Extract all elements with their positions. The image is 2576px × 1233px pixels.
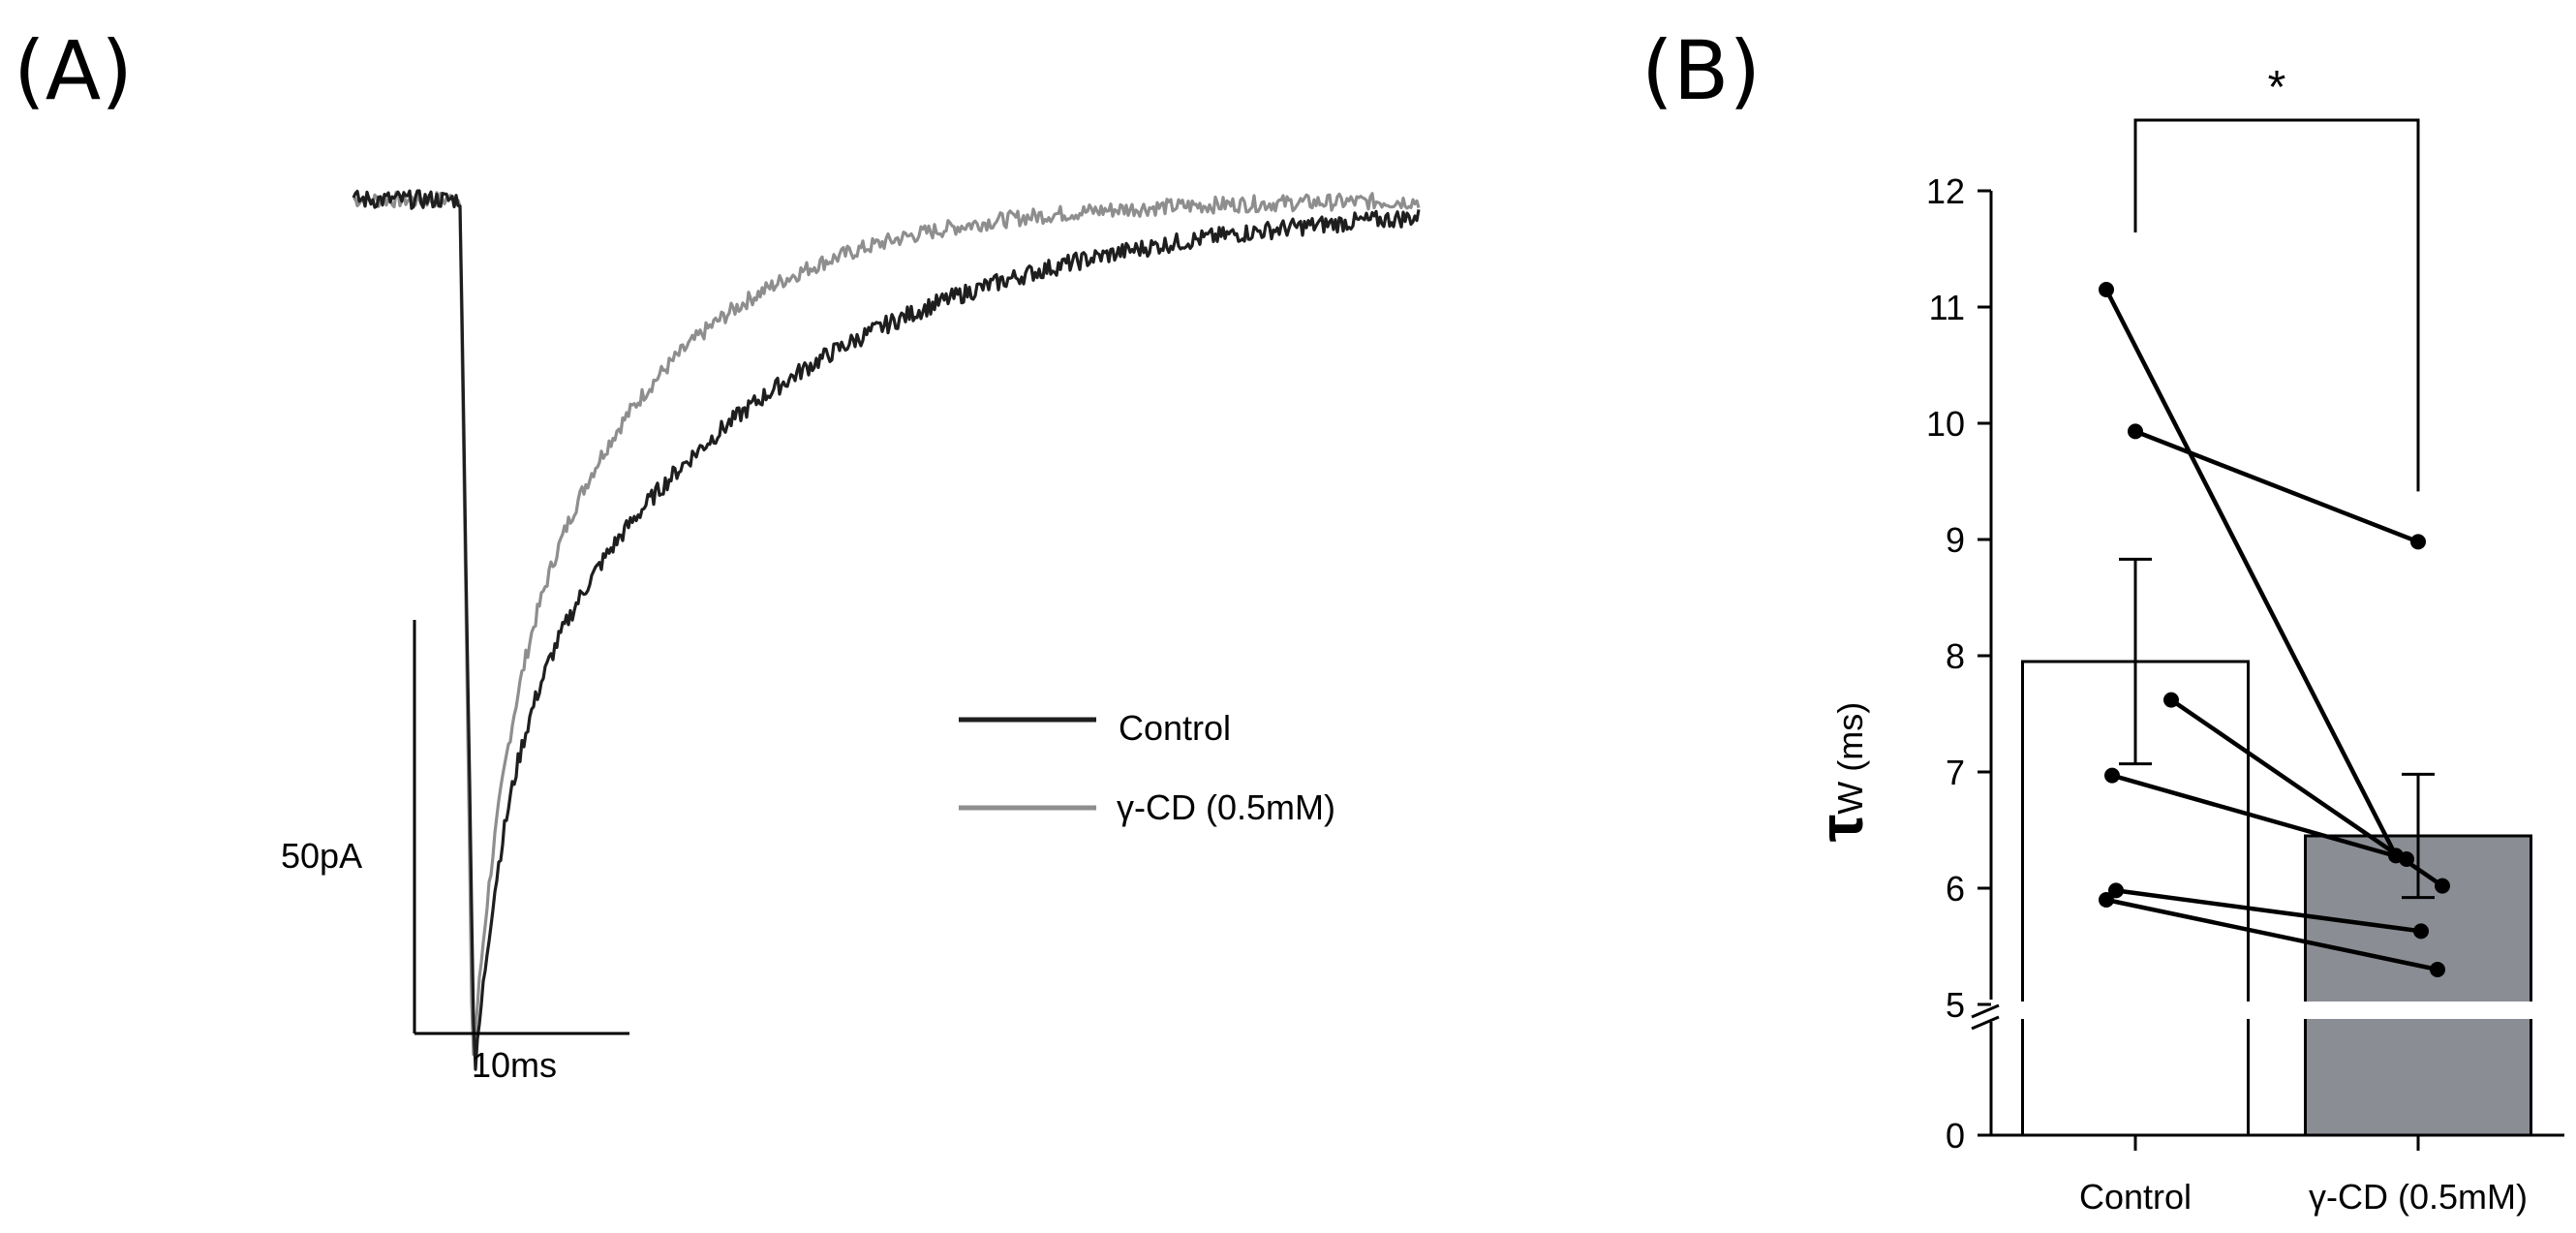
legend: Control γ-CD (0.5mM) [959,708,1335,827]
trace-control [352,189,1421,1071]
y-tick-label: 9 [1946,520,1965,560]
data-point-control [2099,892,2114,908]
x-scale-bar-label: 10ms [472,1045,557,1085]
y-axis-title: τW (ms) [1806,702,1876,843]
legend-label-control: Control [1119,708,1231,748]
significance-bracket-line [2133,118,2420,492]
data-point-gamma-cd [2410,534,2426,550]
panel-b-label: (B) [1641,23,1761,118]
axis-break-gap [2018,1002,2535,1019]
y-tick-label: 11 [1929,288,1965,327]
x-tick-label: Control [2079,1177,2192,1217]
data-point-control [2104,767,2120,784]
y-tick-label: 12 [1926,171,1965,211]
pair-line [2103,288,2399,857]
y-tick-label: 10 [1926,404,1965,444]
legend-label-gcd: γ-CD (0.5mM) [1117,787,1335,827]
data-point-control [2163,692,2179,708]
y-scale-bar-label: 50pA [281,836,362,876]
trace-gamma-cd [353,190,1421,1057]
y-tick-label: 6 [1946,869,1965,909]
axis-break-mark [1971,1003,2000,1019]
x-tick-label: γ-CD (0.5mM) [2309,1177,2528,1217]
y-tick-label: 7 [1946,753,1965,792]
error-bars [2119,557,2435,900]
panel-a-label: (A) [14,23,133,118]
significance-star: * [2268,62,2286,113]
data-point-control [2099,282,2114,297]
y-tick-label: 8 [1946,636,1965,676]
y-tick-label: 5 [1946,985,1965,1025]
pair-line [2105,897,2438,972]
pair-line [2115,888,2422,934]
significance-bracket: * [2133,62,2420,492]
data-point-gamma-cd [2435,878,2450,894]
data-point-gamma-cd [2399,851,2414,867]
bars [2018,660,2535,1137]
data-point-control [2108,882,2124,899]
data-point-gamma-cd [2413,923,2429,940]
data-point-control [2128,423,2143,440]
axis-break-mark [1971,1015,2000,1031]
panel-b-bar-chart: 0 5 6 7 8 9 10 11 12 Control γ-CD (0.5mM) * τW (m… [1806,62,2564,1217]
pair-line [2134,429,2419,544]
y-tick-label: 0 [1946,1116,1965,1156]
data-point-gamma-cd [2430,962,2445,977]
panel-a-traces-chart: 50pA 10ms Control γ-CD (0.5mM) [281,189,1421,1085]
current-traces [352,189,1421,1071]
pair-line [2111,773,2407,862]
paired-points [2099,282,2450,977]
y-axis: 0 5 6 7 8 9 10 11 12 [1926,171,2000,1156]
x-axis: Control γ-CD (0.5mM) [1991,1133,2564,1217]
